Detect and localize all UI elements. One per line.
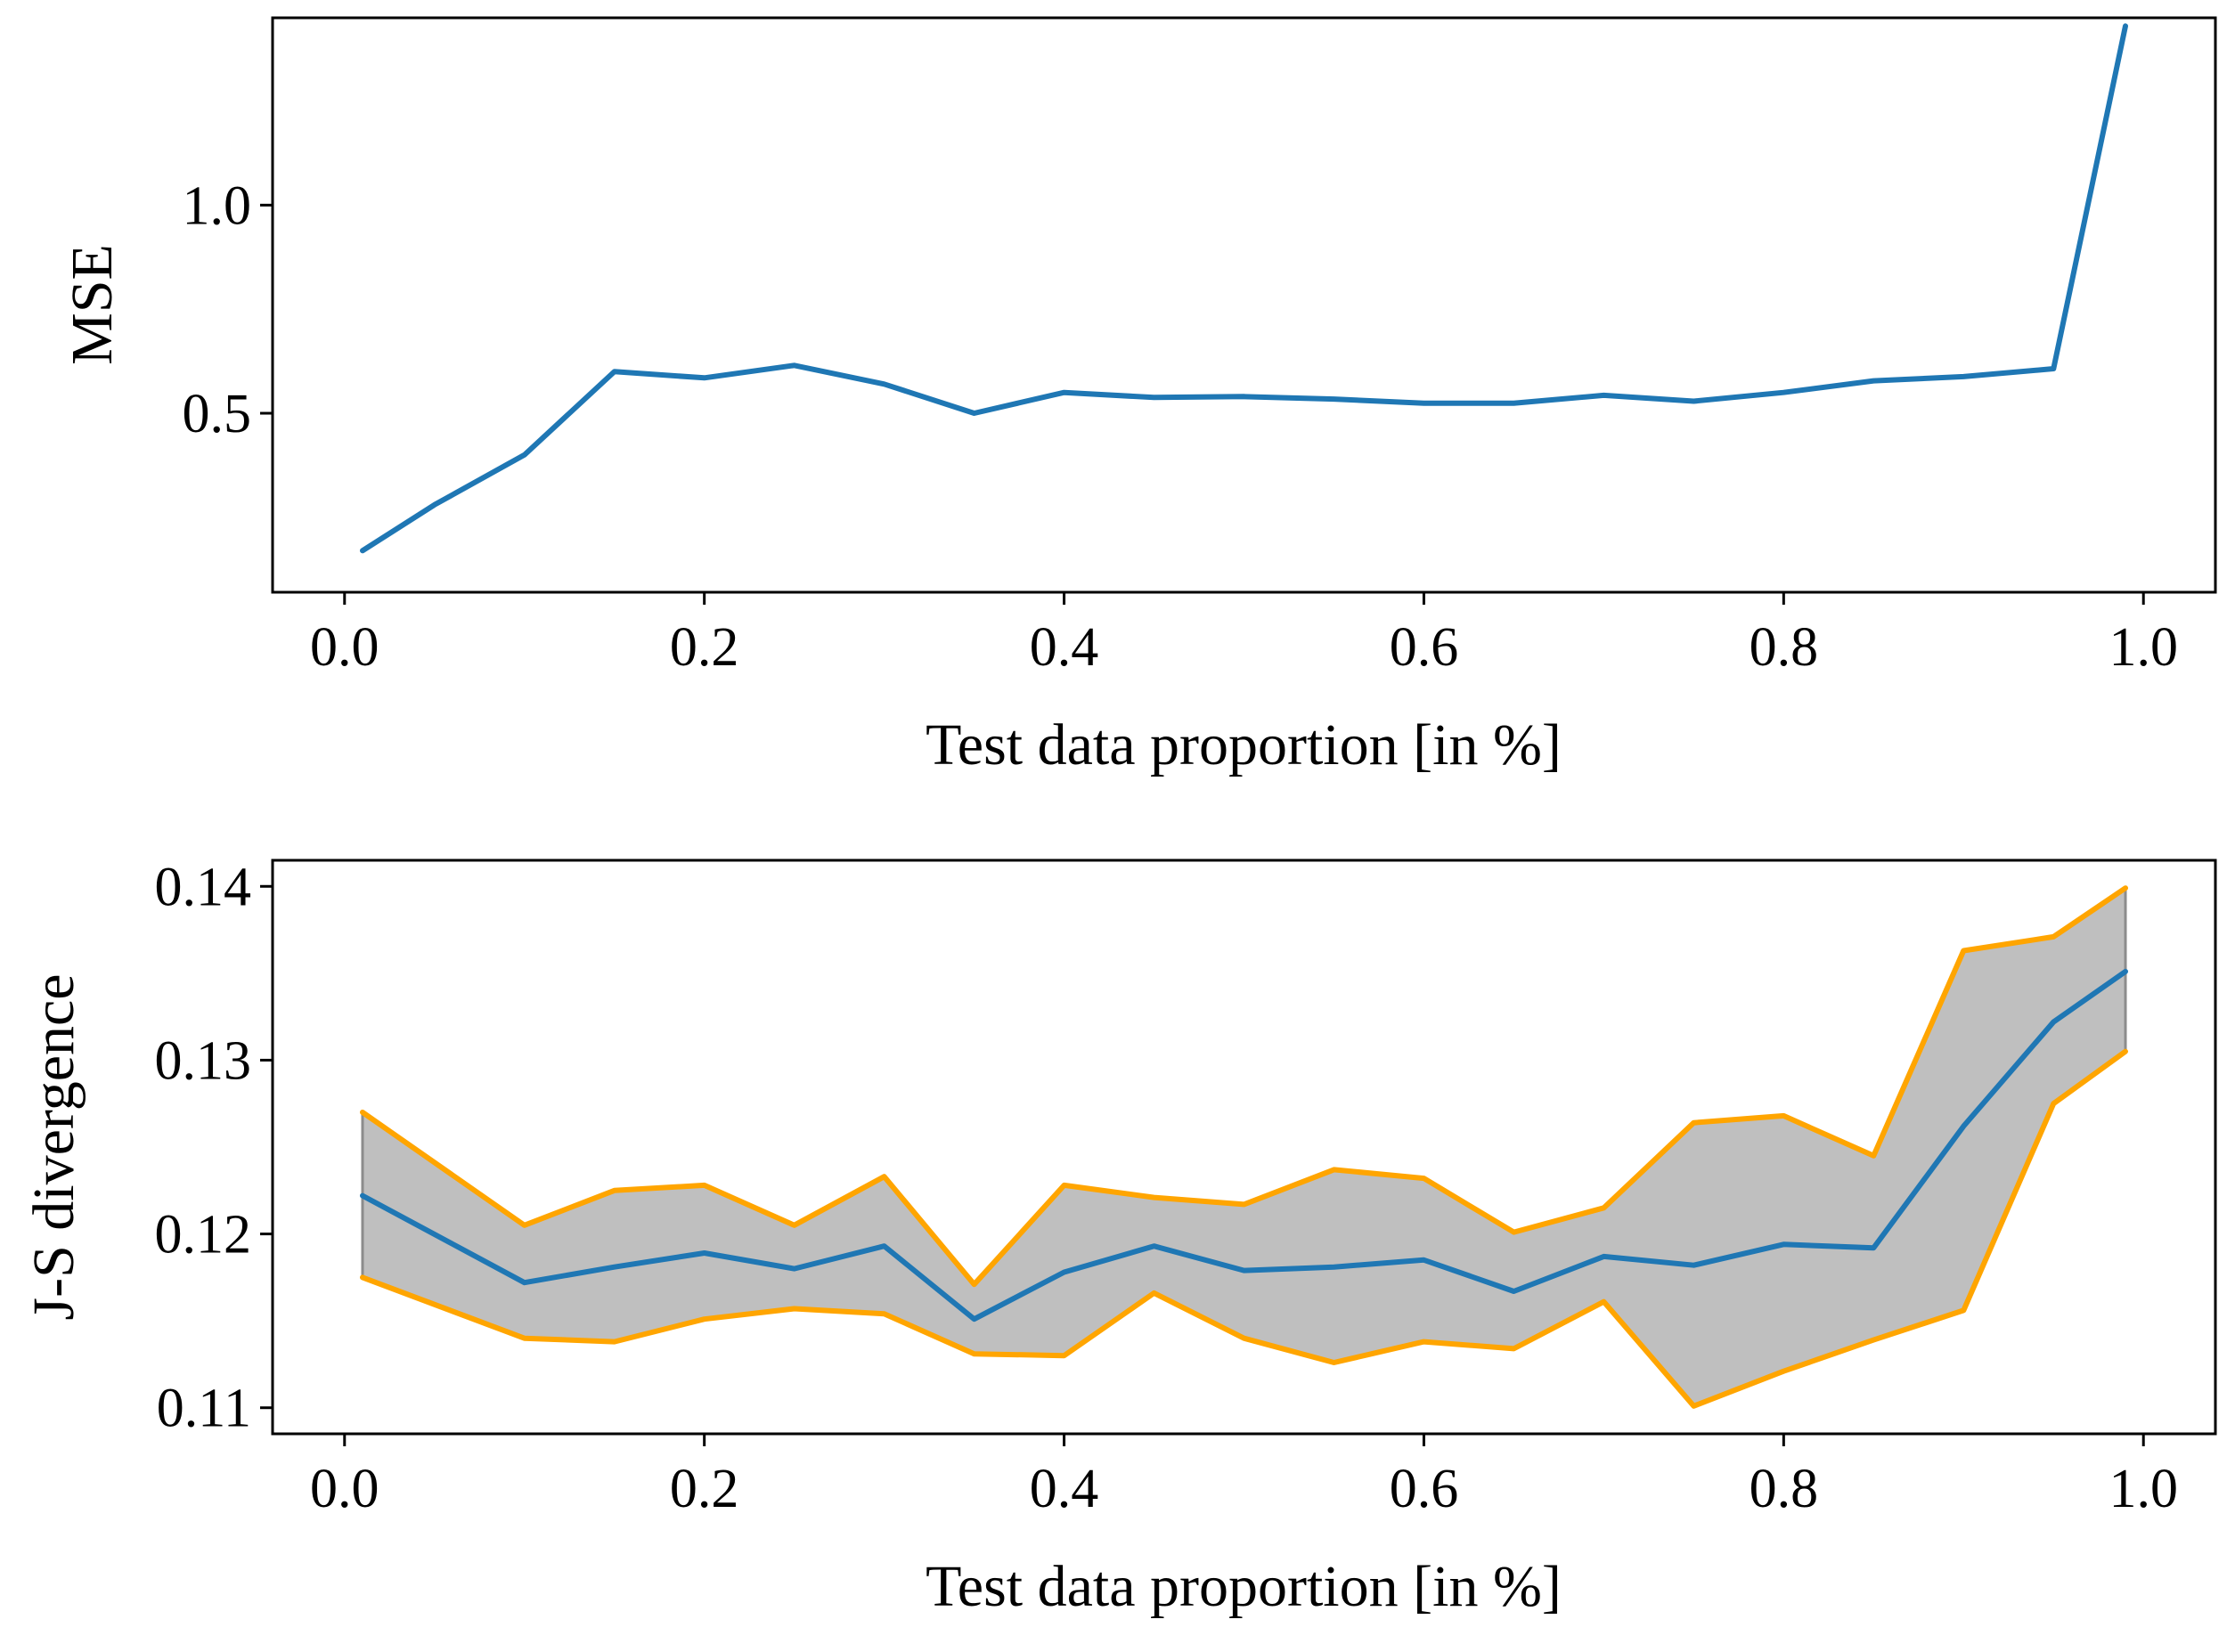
mse-axes-frame: [271, 16, 2217, 594]
js-x-ticks: 0.0 0.2 0.4 0.6 0.8 1.0: [310, 1434, 2178, 1519]
js-lower-bound-line: [360, 1048, 2128, 1409]
mse-chart: 0.0 0.2 0.4 0.6 0.8 1.0 0.5 1.0 MSE Test data …: [60, 16, 2217, 777]
js-x-tick-label: 0.2: [670, 1459, 739, 1519]
mse-y-axis-label: MSE: [60, 244, 125, 365]
js-x-tick-label: 1.0: [2109, 1459, 2178, 1519]
js-axes-frame: [271, 859, 2217, 1436]
mse-x-tick-label: 0.8: [1750, 617, 1819, 678]
js-y-ticks: 0.11 0.12 0.13 0.14: [155, 857, 273, 1439]
js-y-tick-label: 0.11: [157, 1379, 251, 1439]
js-y-tick-label: 0.14: [155, 857, 252, 917]
mse-x-tick-label: 0.0: [310, 617, 379, 678]
js-plot-area: [360, 885, 2128, 1409]
mse-x-tick-label: 0.4: [1030, 617, 1099, 678]
mse-x-axis-label: Test data proportion [in %]: [926, 712, 1562, 777]
js-y-tick-label: 0.13: [155, 1030, 252, 1091]
js-x-tick-label: 0.6: [1390, 1459, 1459, 1519]
mse-x-ticks: 0.0 0.2 0.4 0.6 0.8 1.0: [310, 592, 2178, 678]
mse-y-tick-label: 0.5: [183, 384, 252, 444]
js-divergence-chart: 0.0 0.2 0.4 0.6 0.8 1.0 0.11 0.12 0.13 0.14 J-S …: [21, 857, 2217, 1619]
mse-x-tick-label: 1.0: [2109, 617, 2178, 678]
js-x-axis-label: Test data proportion [in %]: [926, 1554, 1562, 1619]
js-x-tick-label: 0.8: [1750, 1459, 1819, 1519]
js-confidence-band: [363, 888, 2125, 1406]
js-x-tick-label: 0.0: [310, 1459, 379, 1519]
mse-series-line: [360, 23, 2128, 554]
mse-y-tick-label: 1.0: [183, 175, 252, 236]
js-mean-line: [360, 968, 2128, 1322]
mse-x-tick-label: 0.6: [1390, 617, 1459, 678]
mse-x-tick-label: 0.2: [670, 617, 739, 678]
js-y-axis-label: J-S divergence: [21, 973, 86, 1320]
js-upper-bound-line: [360, 885, 2128, 1288]
mse-y-ticks: 0.5 1.0: [183, 175, 273, 444]
js-y-tick-label: 0.12: [155, 1205, 252, 1265]
js-x-tick-label: 0.4: [1030, 1459, 1099, 1519]
mse-plot-area: [360, 23, 2128, 554]
